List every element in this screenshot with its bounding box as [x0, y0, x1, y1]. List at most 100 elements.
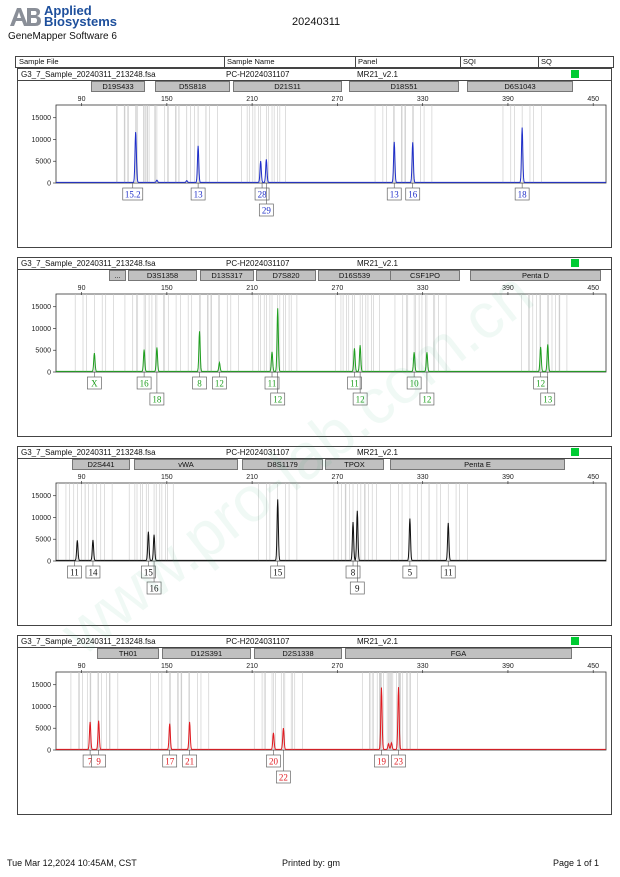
sample-info-row: G3_7_Sample_20240311_213248.fsa PC-H20240… [18, 636, 611, 648]
allele-box [276, 770, 291, 784]
allele-box [391, 754, 406, 768]
y-tick-label: 10000 [32, 515, 52, 522]
y-tick-label: 15000 [32, 493, 52, 500]
marker-bin: vWA [134, 459, 238, 470]
allele-box [514, 187, 530, 201]
x-tick-label: 90 [78, 663, 86, 670]
allele-label: 22 [279, 773, 288, 783]
column-sample-name: Sample Name [227, 57, 275, 66]
column-sqi: SQI [463, 57, 476, 66]
marker-bin: TPOX [325, 459, 384, 470]
allele-label: 15 [144, 568, 154, 578]
electropherogram-panel: G3_7_Sample_20240311_213248.fsa PC-H20240… [17, 635, 612, 815]
y-tick-label: 15000 [32, 304, 52, 311]
sample-name: PC-H2024031107 [226, 70, 290, 79]
marker-bin: D21S11 [233, 81, 342, 92]
x-tick-label: 330 [417, 474, 429, 481]
allele-box [270, 392, 286, 406]
sample-file-name: G3_7_Sample_20240311_213248.fsa [21, 637, 156, 646]
signal-trace [56, 687, 606, 750]
signal-trace [56, 127, 606, 183]
x-tick-label: 330 [417, 96, 429, 103]
column-sq: SQ [541, 57, 552, 66]
allele-box [540, 392, 556, 406]
electropherogram-plot: 90 150 210 270 330 390 450 0 5000 10000 15000 7 9 17 2… [32, 663, 607, 784]
x-tick-label: 390 [502, 474, 514, 481]
allele-label: 17 [165, 757, 175, 767]
allele-label: 11 [70, 568, 79, 578]
allele-label: 5 [408, 568, 413, 578]
signal-trace [56, 499, 606, 561]
marker-bin: D19S433 [91, 81, 145, 92]
allele-label: 21 [185, 757, 194, 767]
allele-box [192, 376, 207, 390]
y-tick-label: 10000 [32, 704, 52, 711]
x-tick-label: 270 [332, 663, 344, 670]
marker-bin: Penta D [470, 270, 601, 281]
allele-label: 15.2 [125, 190, 141, 200]
plot-frame [55, 671, 607, 751]
column-sample-file: Sample File [19, 57, 59, 66]
allele-label: 29 [262, 206, 272, 216]
x-tick-label: 390 [502, 663, 514, 670]
y-tick-label: 5000 [35, 726, 51, 733]
allele-label: 12 [356, 395, 365, 405]
allele-label: 8 [197, 379, 202, 389]
marker-bin: Penta E [390, 459, 565, 470]
allele-box [146, 581, 162, 595]
allele-label: 7 [88, 757, 93, 767]
x-tick-label: 450 [587, 663, 599, 670]
x-tick-label: 390 [502, 96, 514, 103]
marker-bin: D13S317 [200, 270, 254, 281]
y-tick-label: 5000 [35, 348, 51, 355]
footer-timestamp: Tue Mar 12,2024 10:45AM, CST [7, 858, 137, 868]
allele-label: 11 [268, 379, 277, 389]
brand-name: Applied Biosystems [44, 3, 117, 29]
allele-label: 18 [518, 190, 528, 200]
allele-label: 14 [88, 568, 98, 578]
allele-box [349, 581, 365, 595]
x-tick-label: 450 [587, 474, 599, 481]
report-date: 20240311 [292, 16, 341, 28]
electropherogram-panel: G3_7_Sample_20240311_213248.fsa PC-H20240… [17, 446, 612, 626]
column-header-row: Sample File Sample Name Panel SQI SQ [15, 56, 614, 68]
allele-label: 12 [215, 379, 224, 389]
ab-logo-icon [8, 6, 42, 28]
x-tick-label: 210 [246, 96, 258, 103]
marker-bin: D6S1043 [467, 81, 573, 92]
electropherogram-panel: G3_7_Sample_20240311_213248.fsa PC-H20240… [17, 68, 612, 248]
allele-label: 8 [351, 568, 356, 578]
allele-box [266, 754, 281, 768]
marker-bin: D5S818 [155, 81, 230, 92]
allele-box [182, 754, 197, 768]
sample-name: PC-H2024031107 [226, 448, 290, 457]
sizing-quality-indicator [571, 70, 579, 78]
y-tick-label: 5000 [35, 159, 51, 166]
allele-box [91, 754, 106, 768]
plot-frame [55, 293, 607, 373]
y-tick-label: 0 [47, 181, 51, 188]
allele-label: 20 [269, 757, 279, 767]
allele-box [419, 392, 435, 406]
x-tick-label: 90 [78, 285, 86, 292]
x-tick-label: 270 [332, 285, 344, 292]
sample-info-row: G3_7_Sample_20240311_213248.fsa PC-H20240… [18, 447, 611, 459]
allele-label: 16 [140, 379, 150, 389]
signal-trace [56, 308, 606, 372]
footer-printed-by: Printed by: gm [282, 858, 341, 868]
allele-label: 11 [350, 379, 359, 389]
allele-box [406, 376, 422, 390]
y-tick-label: 5000 [35, 537, 51, 544]
allele-label: 16 [150, 584, 160, 594]
sample-name: PC-H2024031107 [226, 637, 290, 646]
allele-box [405, 187, 421, 201]
marker-bin: FGA [345, 648, 572, 659]
allele-label: 15 [273, 568, 283, 578]
allele-box [352, 392, 368, 406]
marker-bin: D8S1179 [242, 459, 323, 470]
allele-box [258, 203, 274, 217]
allele-label: X [91, 379, 98, 389]
marker-bin: D16S539 [318, 270, 391, 281]
allele-box [347, 376, 362, 390]
allele-box [87, 376, 102, 390]
